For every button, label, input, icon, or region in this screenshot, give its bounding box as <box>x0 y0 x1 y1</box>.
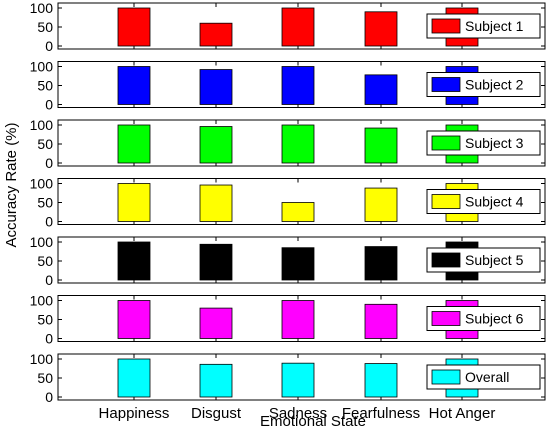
bar <box>364 11 398 47</box>
legend-swatch <box>431 18 461 34</box>
legend-label: Subject 1 <box>465 18 524 34</box>
y-tick-label: 50 <box>37 253 53 269</box>
y-tick-label: 100 <box>30 0 54 16</box>
legend-swatch <box>431 194 461 209</box>
legend: Subject 6 <box>426 306 541 331</box>
x-tick-label: Disgust <box>191 405 242 422</box>
y-tick-label: 100 <box>30 293 54 309</box>
legend: Subject 3 <box>426 130 541 156</box>
legend-label: Subject 6 <box>465 311 524 327</box>
bar <box>199 22 233 47</box>
bar <box>117 358 151 398</box>
x-axis-label: Emotional State <box>260 413 366 430</box>
y-tick-label: 0 <box>45 331 53 347</box>
y-tick-label: 100 <box>30 351 54 367</box>
y-tick-label: 100 <box>30 59 54 75</box>
bar <box>364 127 398 164</box>
y-tick-label: 50 <box>37 136 53 152</box>
subplot-6: 0 50 100 Subject 6 <box>30 293 546 347</box>
y-tick-label: 50 <box>37 195 53 211</box>
bar <box>117 124 151 164</box>
bar <box>281 66 315 105</box>
bar <box>364 74 398 105</box>
legend-label: Subject 3 <box>465 135 524 151</box>
bar <box>117 241 151 281</box>
subplot-4: 0 50 100 Subject 4 <box>30 176 546 230</box>
y-tick-label: 50 <box>37 19 53 35</box>
legend: Subject 2 <box>426 72 541 97</box>
legend-swatch <box>431 77 461 92</box>
y-tick-label: 0 <box>45 272 53 288</box>
y-tick-label: 50 <box>37 78 53 94</box>
legend: Subject 5 <box>426 247 541 273</box>
legend-swatch <box>431 311 461 326</box>
bar <box>364 303 398 339</box>
x-tick-label: Happiness <box>99 405 170 422</box>
bar <box>364 363 398 398</box>
legend-label: Overall <box>465 369 509 385</box>
bar <box>281 7 315 47</box>
legend-label: Subject 2 <box>465 77 524 93</box>
legend: Subject 1 <box>426 13 541 39</box>
bar <box>199 363 233 398</box>
subplot-5: 0 50 100 Subject 5 <box>30 234 546 288</box>
legend: Overall <box>426 364 541 390</box>
y-tick-label: 0 <box>45 97 53 113</box>
bar <box>281 300 315 339</box>
subplot-2: 0 50 100 Subject 2 <box>30 59 546 113</box>
y-tick-label: 0 <box>45 389 53 405</box>
y-tick-label: 100 <box>30 176 54 192</box>
x-tick-label: Hot Anger <box>429 405 496 422</box>
bar <box>199 69 233 105</box>
legend-swatch <box>431 135 461 151</box>
legend-swatch <box>431 252 461 268</box>
subplot-7: 0 50 100 Overall <box>30 351 546 405</box>
x-tick-label: Fearfulness <box>342 405 420 422</box>
y-tick-label: 0 <box>45 214 53 230</box>
bar <box>364 187 398 222</box>
bar <box>199 126 233 164</box>
bar <box>281 247 315 281</box>
x-tick-label: Sadness <box>269 405 327 422</box>
bar <box>364 246 398 281</box>
bar <box>199 184 233 222</box>
bar <box>117 7 151 47</box>
bar <box>281 202 315 222</box>
y-axis-label: Accuracy Rate (%) <box>3 122 20 247</box>
bar <box>199 307 233 339</box>
y-tick-label: 50 <box>37 312 53 328</box>
y-tick-label: 0 <box>45 155 53 171</box>
bar <box>117 183 151 222</box>
legend-swatch <box>431 369 461 385</box>
y-tick-label: 100 <box>30 117 54 133</box>
bar <box>117 66 151 105</box>
legend: Subject 4 <box>426 189 541 214</box>
subplot-3: 0 50 100 Subject 3 <box>30 117 546 171</box>
category-labels: Happiness Disgust Sadness Fearfulness Hot An… <box>99 405 496 422</box>
y-tick-label: 0 <box>45 38 53 54</box>
bar <box>281 362 315 398</box>
y-tick-label: 100 <box>30 234 54 250</box>
bar <box>199 243 233 281</box>
legend-label: Subject 4 <box>465 194 524 210</box>
bar <box>281 124 315 164</box>
y-tick-label: 50 <box>37 370 53 386</box>
legend-label: Subject 5 <box>465 252 524 268</box>
subplot-panels: 0 50 100 Subject 1 0 50 100 Subject 2 0 50 100 Subj… <box>30 0 546 405</box>
subplot-1: 0 50 100 Subject 1 <box>30 0 546 54</box>
bar <box>117 300 151 339</box>
